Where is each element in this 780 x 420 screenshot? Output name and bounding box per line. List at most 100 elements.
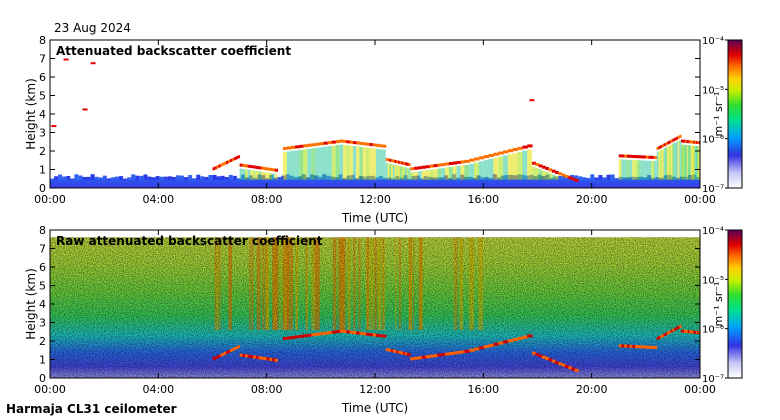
boundary-layer-edge: [159, 176, 164, 180]
cloud-layer: [660, 335, 663, 339]
mixed-aerosol: [448, 166, 453, 180]
boundary-layer-edge: [50, 178, 54, 180]
cloud-layer: [274, 358, 278, 362]
cloud-layer: [483, 155, 490, 159]
mixed-aerosol: [679, 139, 682, 180]
boundary-layer-edge: [175, 175, 180, 180]
cloud-layer: [311, 333, 316, 337]
cloud-layer: [469, 158, 475, 162]
cloud-layer: [665, 142, 668, 146]
cloud-layer: [394, 160, 397, 164]
cloud-layer: [319, 332, 325, 336]
mixed-aerosol: [667, 146, 670, 180]
cloud-layer: [632, 344, 636, 348]
cloud-layer: [653, 346, 658, 350]
cloud-layer: [665, 332, 668, 336]
boundary-layer-edge: [192, 178, 197, 180]
cloud-layer: [677, 325, 680, 329]
cloud-layer: [396, 160, 399, 164]
cloud-layer: [327, 331, 333, 335]
cloud-layer: [263, 167, 268, 171]
mixed-aerosol: [319, 147, 324, 180]
cloud-layer: [648, 345, 652, 349]
boundary-layer-edge: [586, 177, 591, 180]
x-tick-label: 00:00: [34, 193, 66, 206]
cloud-layer: [541, 165, 546, 169]
boundary-layer-edge: [228, 174, 233, 180]
mixed-aerosol: [311, 148, 316, 180]
boundary-layer-edge: [590, 174, 595, 180]
cloud-layer: [555, 170, 559, 174]
cloud-layer: [391, 159, 394, 163]
mixed-aerosol: [339, 144, 344, 180]
cloud-layer: [346, 330, 351, 334]
cloud-layer: [315, 332, 320, 336]
cloud-layer: [389, 348, 392, 352]
colorbar-tick-label: 10⁻⁴: [702, 36, 724, 47]
cloud-layer: [410, 167, 415, 171]
mixed-aerosol: [452, 166, 457, 180]
x-tick-label: 00:00: [684, 193, 716, 206]
cloud-layer: [417, 356, 423, 360]
boundary-layer-edge: [90, 174, 95, 180]
cloud-layer: [478, 156, 485, 160]
boundary-layer-edge: [163, 176, 168, 180]
cloud-layer: [483, 345, 490, 349]
mixed-aerosol: [389, 163, 392, 180]
cloud-layer: [362, 142, 367, 146]
cloud-layer: [425, 355, 431, 359]
x-axis-label: Time (UTC): [341, 401, 408, 415]
cloud-layer: [323, 331, 329, 335]
cloud-layer: [538, 354, 543, 358]
mixed-aerosol: [527, 149, 533, 180]
mixed-aerosol: [421, 170, 426, 180]
cloud-layer: [686, 330, 689, 334]
mixed-aerosol: [335, 145, 340, 180]
mixed-aerosol: [404, 167, 407, 180]
mixed-aerosol: [478, 161, 484, 180]
mixed-aerosol: [441, 168, 446, 180]
cloud-layer: [218, 354, 221, 358]
mixed-aerosol: [689, 145, 692, 180]
cloud-layer: [349, 330, 354, 334]
cloud-layer: [237, 155, 241, 159]
cloud-layer: [685, 139, 688, 143]
cloud-layer: [555, 360, 559, 364]
x-tick-label: 04:00: [142, 383, 174, 396]
boundary-layer-edge: [277, 176, 282, 180]
boundary-layer-edge: [204, 176, 209, 180]
cloud-layer: [488, 153, 494, 157]
cloud-layer: [410, 357, 415, 361]
cloud-layer: [399, 351, 403, 355]
mixed-aerosol: [299, 149, 304, 180]
cloud-layer: [269, 167, 273, 171]
colorbar-label: m⁻¹ sr⁻¹: [712, 282, 725, 327]
cloud-layer: [375, 143, 380, 147]
cloud-layer: [667, 141, 670, 145]
mixed-aerosol: [408, 168, 411, 180]
cloud-layer: [261, 166, 265, 170]
panel-title: Attenuated backscatter coefficient: [56, 44, 291, 58]
cloud-layer: [574, 368, 579, 372]
cloud-layer: [216, 165, 219, 169]
mixed-aerosol: [349, 145, 353, 180]
cloud-layer: [229, 348, 233, 352]
cloud-layer: [672, 138, 675, 142]
mixed-aerosol: [687, 145, 690, 180]
mixed-aerosol: [323, 146, 328, 180]
boundary-layer-edge: [212, 174, 217, 180]
cloud-layer: [551, 169, 556, 173]
cloud-layer: [648, 155, 652, 159]
mixed-aerosol: [399, 166, 402, 180]
cloud-layer: [478, 346, 485, 350]
cloud-layer: [452, 161, 458, 165]
cloud-layer: [408, 353, 411, 357]
cloud-layer: [695, 330, 698, 334]
mixed-aerosol: [693, 145, 696, 180]
mixed-aerosol: [493, 157, 499, 180]
mixed-aerosol: [674, 142, 677, 180]
mixed-aerosol: [677, 140, 680, 180]
cloud-layer: [498, 151, 504, 155]
cloud-layer: [541, 355, 546, 359]
